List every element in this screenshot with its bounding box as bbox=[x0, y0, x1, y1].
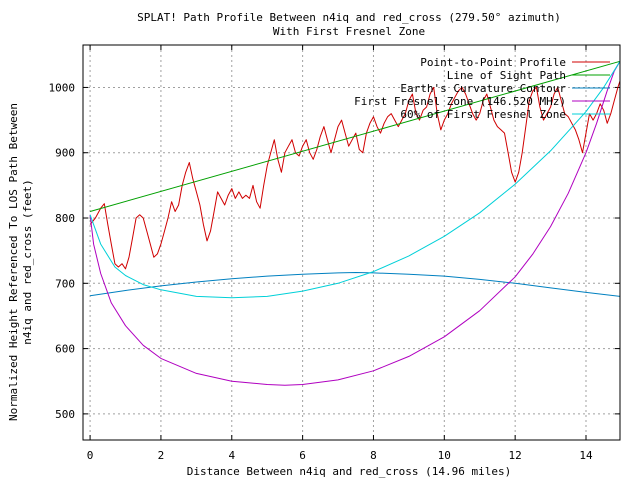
x-tick-label: 2 bbox=[158, 449, 165, 462]
x-axis-label: Distance Between n4iq and red_cross (14.… bbox=[187, 465, 512, 478]
legend-fresnel-zone-label: First Fresnel Zone (146.520 MHz) bbox=[354, 95, 566, 108]
x-tick-label: 4 bbox=[228, 449, 235, 462]
x-tick-label: 10 bbox=[438, 449, 451, 462]
legend-line-of-sight-label: Line of Sight Path bbox=[447, 69, 566, 82]
line-of-sight-line bbox=[89, 60, 621, 212]
x-tick-label: 14 bbox=[579, 449, 593, 462]
x-tick-label: 12 bbox=[509, 449, 522, 462]
x-tick-label: 6 bbox=[299, 449, 306, 462]
legend-earth-curvature-label: Earth's Curvature Contour bbox=[400, 82, 566, 95]
x-tick-label: 0 bbox=[87, 449, 94, 462]
chart-title: SPLAT! Path Profile Between n4iq and red… bbox=[137, 11, 561, 24]
earth-curvature-line bbox=[90, 272, 621, 297]
y-axis-label-line2: n4iq and red_cross (feet) bbox=[21, 179, 34, 345]
chart-subtitle: With First Fresnel Zone bbox=[273, 25, 425, 38]
series-lines bbox=[89, 60, 621, 386]
y-tick-label: 500 bbox=[55, 408, 75, 421]
fresnel-zone-line bbox=[89, 61, 621, 386]
fresnel-60-line bbox=[89, 61, 621, 299]
y-tick-label: 800 bbox=[55, 212, 75, 225]
profile-line bbox=[89, 80, 621, 270]
y-tick-label: 600 bbox=[55, 343, 75, 356]
legend-profile-label: Point-to-Point Profile bbox=[420, 56, 566, 69]
plot-frame bbox=[82, 44, 621, 441]
y-tick-label: 700 bbox=[55, 277, 75, 290]
axis-ticks: 0 2 4 6 8 10 12 14 500 600 700 800 900 1000 bbox=[49, 45, 620, 462]
y-tick-label: 1000 bbox=[49, 81, 76, 94]
x-tick-label: 8 bbox=[370, 449, 377, 462]
y-tick-label: 900 bbox=[55, 147, 75, 160]
y-axis-label-line1: Normalized Height Referenced To LOS Path… bbox=[7, 103, 20, 421]
legend-fresnel-60-label: 60% of First Fresnel Zone bbox=[400, 108, 566, 121]
